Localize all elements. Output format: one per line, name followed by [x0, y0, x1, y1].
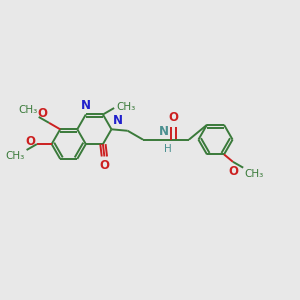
- Text: CH₃: CH₃: [245, 169, 264, 179]
- Text: H: H: [164, 144, 171, 154]
- Text: O: O: [26, 135, 35, 148]
- Text: N: N: [113, 114, 123, 127]
- Text: CH₃: CH₃: [18, 106, 37, 116]
- Text: N: N: [81, 99, 91, 112]
- Text: O: O: [99, 159, 110, 172]
- Text: O: O: [169, 111, 179, 124]
- Text: CH₃: CH₃: [116, 101, 136, 112]
- Text: N: N: [159, 125, 169, 138]
- Text: O: O: [229, 165, 238, 178]
- Text: O: O: [38, 107, 47, 121]
- Text: CH₃: CH₃: [6, 152, 25, 161]
